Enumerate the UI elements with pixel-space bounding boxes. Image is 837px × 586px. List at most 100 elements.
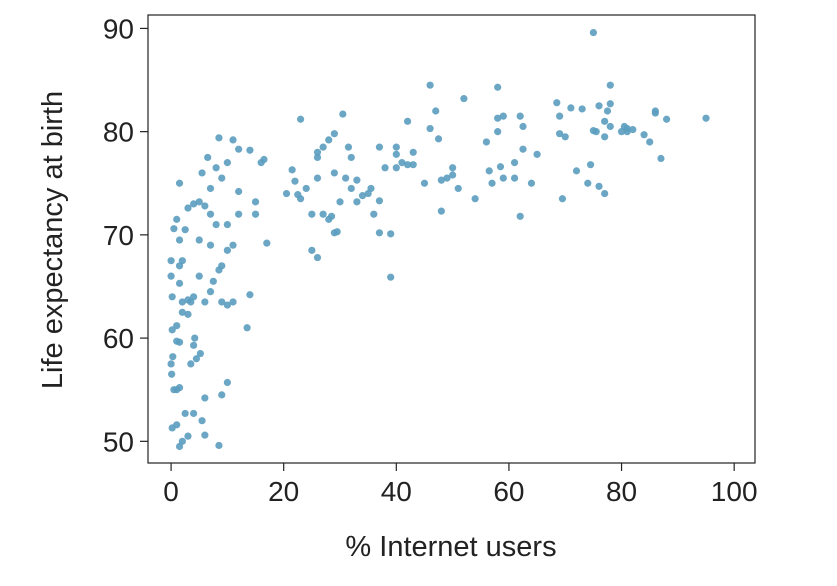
point bbox=[494, 128, 502, 136]
point bbox=[215, 441, 223, 450]
point bbox=[533, 150, 541, 158]
point bbox=[375, 197, 384, 205]
point bbox=[561, 133, 569, 141]
point bbox=[296, 115, 305, 123]
point bbox=[263, 239, 271, 247]
point bbox=[454, 184, 462, 193]
point bbox=[657, 154, 665, 163]
point bbox=[572, 167, 581, 175]
x-tick-label: 80 bbox=[606, 476, 637, 507]
point bbox=[432, 107, 440, 115]
y-tick-label: 80 bbox=[103, 117, 134, 148]
point bbox=[313, 148, 322, 156]
point bbox=[662, 115, 671, 123]
point bbox=[358, 192, 367, 200]
point bbox=[175, 179, 184, 187]
point bbox=[601, 133, 609, 141]
point bbox=[623, 128, 631, 136]
point bbox=[567, 104, 575, 112]
point bbox=[516, 212, 524, 220]
point bbox=[291, 177, 299, 185]
point bbox=[347, 153, 355, 162]
point bbox=[592, 128, 600, 136]
point bbox=[168, 370, 176, 378]
point bbox=[206, 210, 215, 218]
point bbox=[319, 210, 327, 218]
y-axis-title: Life expectancy at birth bbox=[37, 91, 69, 389]
point bbox=[353, 198, 361, 206]
point bbox=[201, 202, 209, 210]
point bbox=[223, 220, 231, 229]
point bbox=[201, 431, 209, 439]
point bbox=[184, 310, 192, 318]
point bbox=[387, 273, 395, 281]
point bbox=[519, 145, 527, 153]
point bbox=[169, 353, 177, 361]
point bbox=[460, 95, 468, 103]
point bbox=[387, 230, 395, 238]
point bbox=[606, 122, 614, 131]
point bbox=[375, 143, 384, 151]
point bbox=[584, 179, 592, 187]
point bbox=[223, 246, 231, 254]
point bbox=[218, 298, 226, 306]
point bbox=[190, 341, 198, 349]
point bbox=[601, 189, 609, 198]
point bbox=[206, 241, 215, 249]
point bbox=[403, 161, 412, 169]
point bbox=[313, 153, 322, 162]
point bbox=[218, 174, 226, 182]
point bbox=[173, 421, 181, 429]
point bbox=[409, 148, 417, 156]
point bbox=[325, 136, 333, 144]
point bbox=[629, 125, 637, 134]
point bbox=[519, 122, 527, 131]
point bbox=[471, 195, 479, 203]
point bbox=[375, 229, 384, 237]
point bbox=[339, 110, 347, 118]
point bbox=[319, 143, 327, 151]
point bbox=[167, 272, 175, 280]
point bbox=[260, 155, 268, 164]
point bbox=[223, 301, 231, 309]
point bbox=[167, 360, 175, 368]
point bbox=[178, 298, 186, 306]
x-tick-label: 40 bbox=[381, 476, 412, 507]
point bbox=[392, 150, 400, 158]
point bbox=[409, 161, 417, 169]
point bbox=[190, 293, 198, 301]
point bbox=[353, 176, 361, 184]
point bbox=[437, 176, 445, 184]
point bbox=[195, 272, 203, 280]
point bbox=[556, 130, 564, 138]
point bbox=[223, 159, 231, 167]
y-tick-label: 90 bbox=[103, 13, 134, 44]
point bbox=[167, 257, 175, 265]
point bbox=[192, 355, 201, 363]
point bbox=[178, 257, 186, 265]
point bbox=[485, 167, 493, 175]
point bbox=[344, 143, 353, 151]
x-tick-label: 100 bbox=[711, 476, 758, 507]
point bbox=[336, 198, 344, 206]
point bbox=[558, 195, 567, 203]
point bbox=[184, 204, 192, 212]
point bbox=[578, 105, 586, 113]
point bbox=[243, 324, 251, 332]
point bbox=[178, 308, 186, 316]
point bbox=[434, 135, 443, 143]
point bbox=[170, 225, 178, 233]
point bbox=[494, 83, 502, 91]
point bbox=[347, 184, 355, 193]
point bbox=[443, 174, 451, 182]
point bbox=[333, 228, 341, 236]
point bbox=[589, 28, 597, 37]
point bbox=[499, 112, 507, 120]
point bbox=[218, 391, 226, 399]
y-tick-label: 60 bbox=[103, 323, 134, 354]
point bbox=[516, 112, 524, 120]
point bbox=[173, 215, 181, 223]
x-axis-title: % Internet users bbox=[345, 531, 556, 563]
